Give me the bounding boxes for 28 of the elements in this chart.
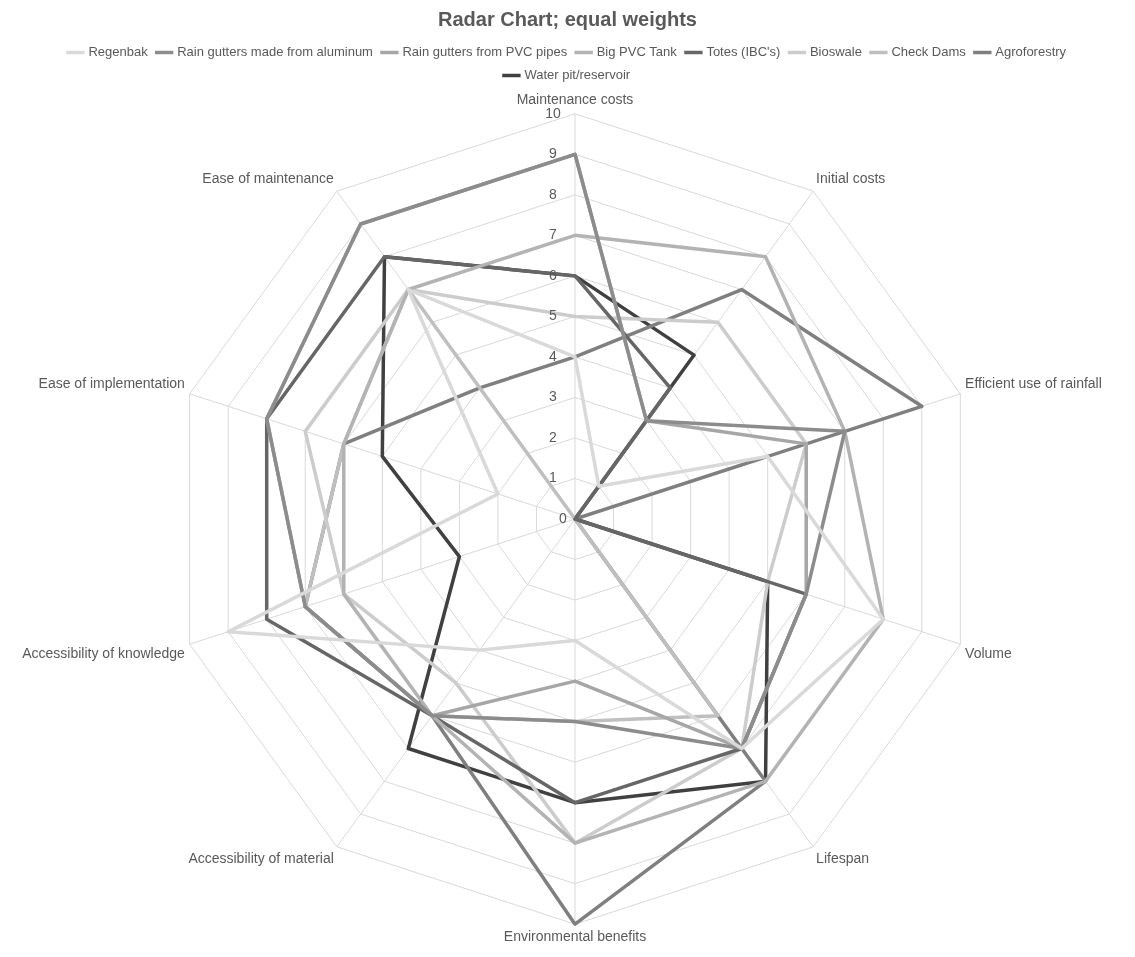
legend-label: Rain gutters made from aluminum <box>177 44 373 60</box>
legend-label: Agroforestry <box>995 44 1067 60</box>
legend-label: Big PVC Tank <box>596 44 678 60</box>
legend-label: Rain gutters from PVC pipes <box>402 44 568 60</box>
spoke-label: Lifespan <box>816 850 870 867</box>
spoke-label: Accessibility of material <box>188 850 334 867</box>
y-tick-label: 5 <box>549 307 558 324</box>
legend-label: Totes (IBC's) <box>706 44 781 60</box>
y-tick-label: 7 <box>549 226 558 243</box>
spoke-label: Ease of maintenance <box>202 169 335 186</box>
spoke-label: Environmental benefits <box>503 928 647 945</box>
y-tick-label: 0 <box>559 509 568 526</box>
legend-label: Check Dams <box>891 44 967 60</box>
y-tick-label: 8 <box>549 185 558 202</box>
chart-title: Radar Chart; equal weights <box>438 7 697 30</box>
spoke-label: Ease of implementation <box>38 374 185 391</box>
legend-label: Regenbak <box>88 44 149 60</box>
y-tick-label: 3 <box>549 388 558 405</box>
legend-label: Water pit/reservoir <box>524 67 631 83</box>
y-tick-label: 4 <box>549 347 558 364</box>
spoke-label: Initial costs <box>816 169 886 186</box>
spoke-label: Volume <box>965 645 1013 662</box>
spoke-label: Efficient use of rainfall <box>965 374 1102 391</box>
y-tick-label: 1 <box>549 469 558 486</box>
spoke-label: Accessibility of knowledge <box>22 645 186 662</box>
y-tick-label: 2 <box>549 428 558 445</box>
y-tick-label: 9 <box>549 145 558 162</box>
legend-label: Bioswale <box>809 44 862 60</box>
